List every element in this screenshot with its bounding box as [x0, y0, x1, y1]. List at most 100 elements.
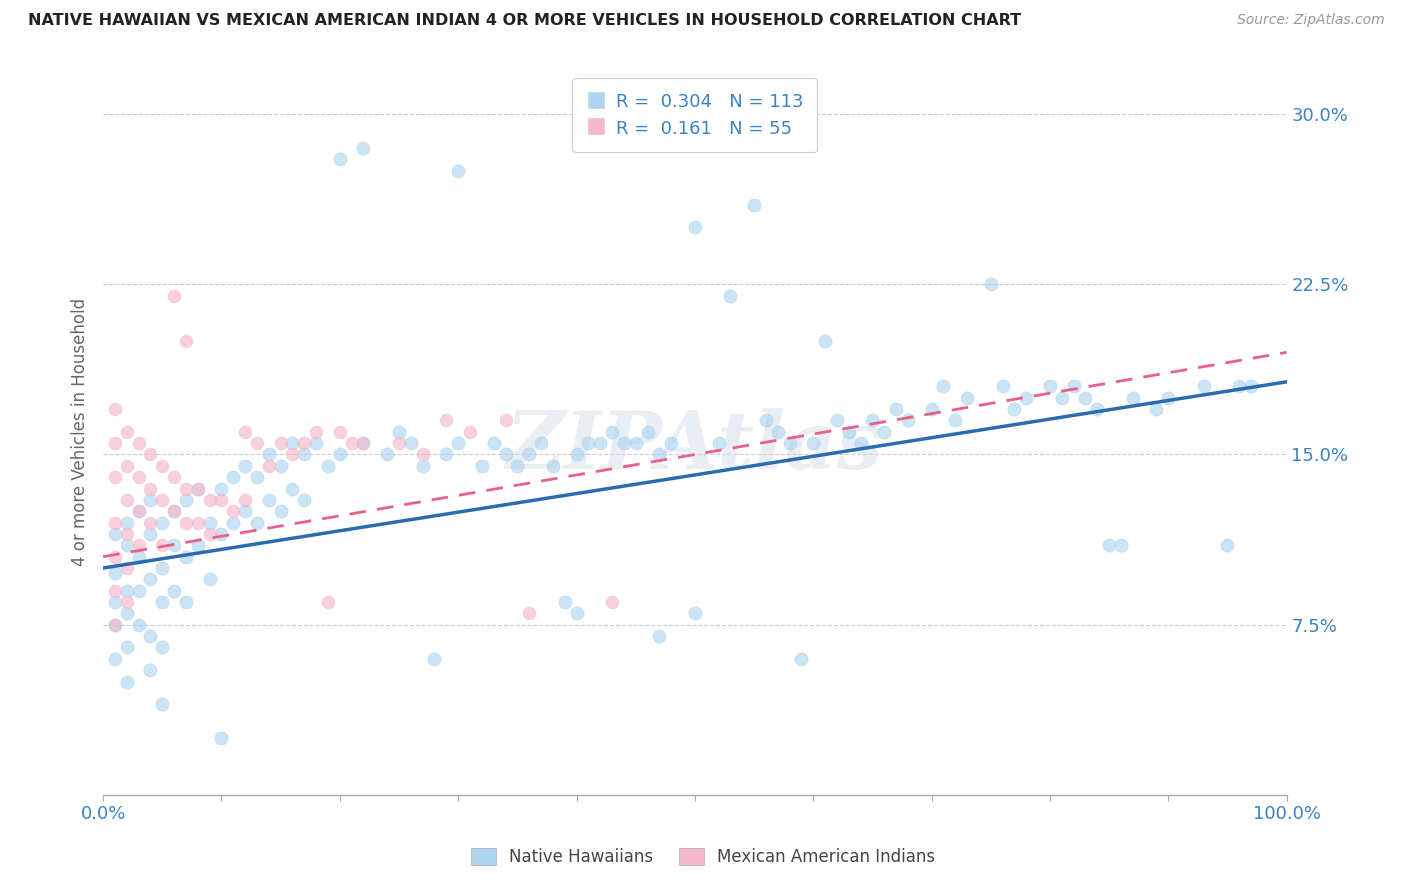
Point [353, 436, 375, 450]
Point [104, 617, 127, 632]
Point [779, 436, 801, 450]
Point [211, 731, 233, 746]
Point [1157, 391, 1180, 405]
Point [115, 561, 138, 575]
Point [198, 516, 221, 530]
Point [150, 595, 173, 609]
Point [683, 220, 706, 235]
Point [292, 492, 315, 507]
Point [447, 163, 470, 178]
Point [399, 436, 422, 450]
Point [139, 448, 162, 462]
Point [128, 470, 150, 484]
Point [600, 425, 623, 439]
Point [104, 549, 127, 564]
Point [353, 141, 375, 155]
Point [517, 448, 540, 462]
Point [104, 516, 127, 530]
Legend: Native Hawaiians, Mexican American Indians: Native Hawaiians, Mexican American India… [463, 840, 943, 875]
Point [1144, 402, 1167, 417]
Point [139, 516, 162, 530]
Point [541, 458, 564, 473]
Point [447, 436, 470, 450]
Point [128, 436, 150, 450]
Point [873, 425, 896, 439]
Text: Source: ZipAtlas.com: Source: ZipAtlas.com [1237, 13, 1385, 28]
Point [412, 448, 434, 462]
Point [163, 538, 186, 552]
Point [246, 470, 269, 484]
Point [956, 391, 979, 405]
Point [766, 425, 789, 439]
Point [163, 583, 186, 598]
Point [128, 538, 150, 552]
Point [150, 492, 173, 507]
Point [104, 402, 127, 417]
Point [163, 504, 186, 518]
Point [375, 448, 398, 462]
Point [1109, 538, 1132, 552]
Point [270, 504, 292, 518]
Point [600, 595, 623, 609]
Point [115, 492, 138, 507]
Point [353, 436, 375, 450]
Point [495, 448, 517, 462]
Point [115, 607, 138, 621]
Point [576, 436, 599, 450]
Point [329, 153, 352, 167]
Point [163, 470, 186, 484]
Point [316, 595, 339, 609]
Point [104, 595, 127, 609]
Point [980, 277, 1002, 292]
Point [115, 458, 138, 473]
Point [174, 492, 197, 507]
Point [860, 413, 883, 427]
Point [246, 436, 269, 450]
Point [128, 504, 150, 518]
Point [128, 504, 150, 518]
Point [659, 436, 682, 450]
Point [801, 436, 824, 450]
Point [198, 492, 221, 507]
Point [187, 482, 209, 496]
Point [150, 561, 173, 575]
Point [305, 425, 328, 439]
Point [198, 573, 221, 587]
Point [139, 527, 162, 541]
Point [128, 549, 150, 564]
Point [825, 413, 848, 427]
Point [115, 527, 138, 541]
Point [648, 448, 671, 462]
Text: ZIPAtlas: ZIPAtlas [506, 408, 883, 485]
Point [943, 413, 966, 427]
Point [565, 448, 588, 462]
Point [233, 492, 256, 507]
Point [814, 334, 837, 348]
Point [434, 413, 457, 427]
Point [329, 448, 352, 462]
Text: NATIVE HAWAIIAN VS MEXICAN AMERICAN INDIAN 4 OR MORE VEHICLES IN HOUSEHOLD CORRE: NATIVE HAWAIIAN VS MEXICAN AMERICAN INDI… [28, 13, 1021, 29]
Point [187, 516, 209, 530]
Point [613, 436, 636, 450]
Point [150, 698, 173, 712]
Point [683, 607, 706, 621]
Point [1063, 379, 1085, 393]
Point [174, 595, 197, 609]
Point [495, 413, 517, 427]
Point [150, 640, 173, 655]
Point [139, 492, 162, 507]
Point [150, 458, 173, 473]
Point [423, 652, 446, 666]
Point [163, 288, 186, 302]
Point [458, 425, 481, 439]
Legend: R =  0.304   N = 113, R =  0.161   N = 55: R = 0.304 N = 113, R = 0.161 N = 55 [572, 78, 817, 153]
Point [139, 629, 162, 643]
Point [838, 425, 860, 439]
Point [233, 458, 256, 473]
Point [388, 425, 411, 439]
Point [1002, 402, 1025, 417]
Point [707, 436, 730, 450]
Point [233, 504, 256, 518]
Point [139, 573, 162, 587]
Point [104, 566, 127, 580]
